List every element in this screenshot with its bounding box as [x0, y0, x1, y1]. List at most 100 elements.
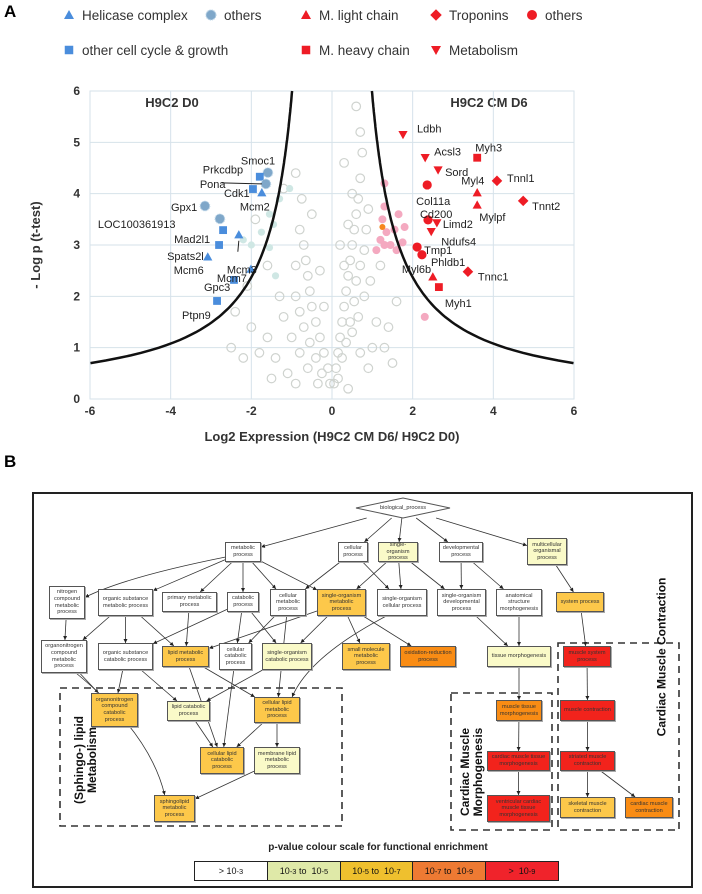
- gray-point: [363, 204, 374, 214]
- gene-point-myl6b: [428, 272, 438, 281]
- gene-label: Mcm3: [227, 265, 257, 277]
- go-node-metab: metabolic process: [225, 542, 261, 562]
- go-frame: [32, 492, 693, 888]
- legend: Helicase complex others other cell cycle &…: [64, 8, 583, 58]
- go-edge: [75, 672, 166, 796]
- go-node-somet: single-organism metabolic process: [317, 589, 366, 616]
- gray-point: [315, 265, 325, 276]
- go-edge: [305, 561, 341, 590]
- go-node-clipcat: cellular lipid catabolic process: [200, 747, 244, 774]
- gray-point: [270, 353, 281, 363]
- go-edge: [347, 615, 361, 644]
- gray-point: [355, 173, 366, 184]
- gene-point-mcm6: [203, 252, 213, 261]
- gene-label: Cd200: [420, 209, 452, 221]
- gray-point: [383, 322, 394, 333]
- gene-point-mcm7: [246, 264, 256, 273]
- gray-point: [310, 353, 321, 363]
- gene-point-limd2: [432, 219, 442, 228]
- gene-label: Pona: [200, 179, 227, 191]
- leader-line: [237, 240, 240, 252]
- x-tick-label: 2: [409, 404, 416, 418]
- gray-point: [339, 260, 350, 271]
- go-edge: [152, 609, 228, 645]
- go-node-small: small molecule metabolic process: [342, 643, 390, 670]
- go-edge: [63, 618, 68, 641]
- go-node-cmcon: cardiac muscle contraction: [625, 797, 673, 818]
- group-box-morphogenesis: [450, 692, 553, 831]
- gene-label: Ndufs4: [441, 237, 476, 249]
- gene-label: Myl4: [461, 176, 484, 188]
- go-edge: [475, 615, 509, 647]
- go-edge: [236, 722, 264, 748]
- gray-point: [294, 347, 305, 358]
- legend-label: M. light chain: [319, 8, 399, 23]
- go-edge: [222, 669, 235, 748]
- go-edge: [472, 561, 504, 590]
- gene-point-smoc1: [262, 167, 274, 179]
- go-edge: [364, 517, 392, 543]
- gene-label: Acsl3: [434, 147, 461, 159]
- y-tick-label: 5: [73, 135, 80, 149]
- legend-marker-square: [64, 45, 74, 55]
- pink-point: [420, 312, 429, 321]
- go-edge: [206, 669, 263, 702]
- gray-point: [319, 347, 329, 358]
- gray-point: [226, 342, 237, 353]
- go-node-sodev: single-organism developmental process: [437, 589, 486, 616]
- gene-label: Ldbh: [417, 124, 441, 136]
- gray-point: [296, 193, 307, 204]
- gray-point: [367, 342, 378, 353]
- y-tick-label: 6: [73, 84, 80, 98]
- gene-label: LOC100361913: [98, 219, 176, 231]
- go-node-prim: primary metabolic process: [162, 592, 217, 612]
- gray-point: [351, 209, 362, 220]
- x-tick-label: -6: [85, 404, 96, 418]
- y-tick-label: 0: [73, 392, 80, 406]
- gray-point: [298, 240, 309, 250]
- light-blue-point: [257, 228, 266, 236]
- gene-point-loc100361913: [214, 213, 226, 225]
- gray-point: [312, 378, 323, 389]
- gene-point-prkcdbp: [255, 172, 264, 181]
- orange-point: [379, 224, 386, 231]
- gray-point: [375, 260, 386, 271]
- gray-point: [302, 270, 313, 281]
- gene-point-tmp1: [412, 242, 422, 252]
- gene-label: Prkcdbp: [203, 165, 243, 177]
- gene-label: Mcm6: [174, 265, 204, 277]
- gene-label: Tnnl1: [507, 173, 535, 185]
- legend-marker-circle: [527, 10, 537, 20]
- gene-point-ndufs4: [426, 227, 436, 237]
- go-node-musys: muscle system process: [563, 646, 611, 667]
- go-node-lipmet: lipid metabolic process: [162, 646, 209, 667]
- go-edge: [260, 560, 318, 591]
- gray-point: [343, 383, 354, 394]
- light-blue-point: [271, 272, 280, 280]
- x-tick-label: 6: [571, 404, 578, 418]
- colour-scale-item: > 10 -9: [485, 861, 559, 881]
- gray-point: [290, 260, 301, 271]
- gene-point-myl4: [472, 188, 482, 197]
- gray-point: [304, 286, 315, 297]
- threshold-curve-right: [370, 90, 574, 365]
- pink-point: [380, 241, 389, 249]
- gray-point: [387, 358, 398, 368]
- gene-label: Tnnt2: [532, 201, 560, 213]
- go-edge: [82, 615, 111, 641]
- legend-label: Troponins: [449, 8, 509, 23]
- pink-point: [378, 215, 387, 224]
- gene-label: Myh3: [475, 143, 502, 155]
- go-edge: [251, 561, 277, 590]
- gray-point: [286, 332, 297, 343]
- go-node-lipcat: lipid catabolic process: [167, 701, 210, 721]
- go-node-vcmtm: ventricular cardiac muscle tissue morpho…: [487, 795, 550, 822]
- gene-label: Sord: [445, 167, 468, 179]
- gray-point: [345, 255, 356, 266]
- axis-ticks: -6 -4 -2 0 2 4 6 0 1 2 3 4 5 6: [73, 84, 577, 418]
- go-edge: [84, 556, 226, 598]
- y-tick-label: 3: [73, 238, 80, 252]
- go-node-skcon: skeletal muscle contraction: [560, 797, 615, 818]
- x-tick-label: 0: [329, 404, 336, 418]
